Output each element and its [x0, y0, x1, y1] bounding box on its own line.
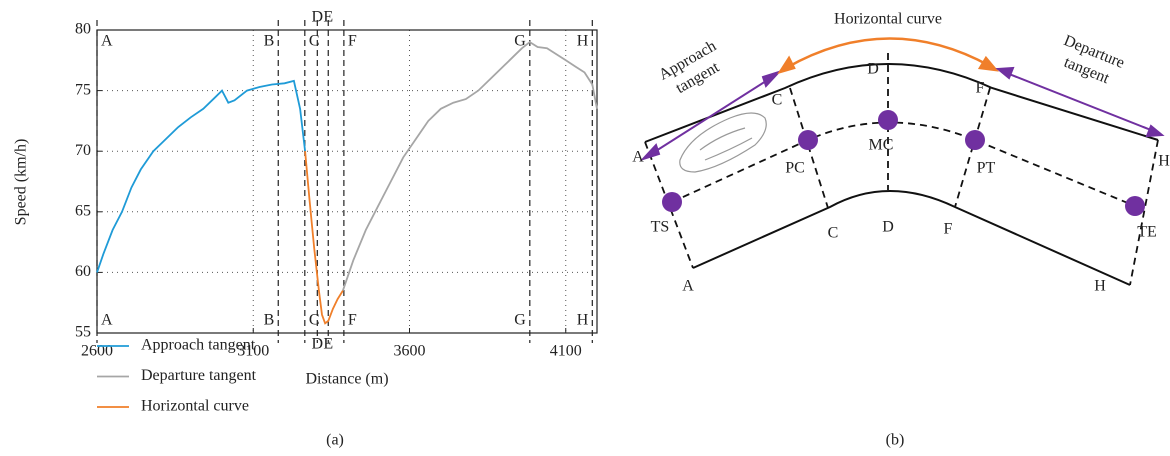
- marker-label: G: [514, 312, 526, 329]
- points: [662, 110, 1145, 216]
- marker-label: C: [309, 33, 320, 50]
- point-label: MC: [869, 137, 894, 154]
- x-tick-label: 4100: [550, 343, 582, 360]
- outer-edge: [644, 63, 1159, 143]
- inner-edge: [692, 190, 1131, 286]
- marker-label: D: [312, 9, 324, 26]
- marker-label: H: [577, 33, 589, 50]
- point: [965, 130, 985, 150]
- marker-label: E: [323, 9, 333, 26]
- departure-arrow: [995, 66, 1165, 138]
- point: [798, 130, 818, 150]
- section-letter: C: [772, 92, 783, 109]
- section-letter: D: [882, 219, 894, 236]
- y-tick-label: 55: [75, 324, 91, 341]
- diagram-title: Horizontal curve: [834, 11, 942, 28]
- series-line: [304, 151, 344, 325]
- marker-label: A: [101, 312, 113, 329]
- x-tick-label: 3100: [237, 343, 269, 360]
- section-letter: H: [1094, 278, 1106, 295]
- section-letter: A: [682, 278, 694, 295]
- marker-label: B: [264, 33, 275, 50]
- marker-label: A: [101, 33, 113, 50]
- marker-label: F: [348, 312, 357, 329]
- legend-label: Departure tangent: [141, 367, 257, 384]
- car: [679, 112, 767, 173]
- y-axis-label: Speed (km/h): [13, 139, 30, 226]
- marker-label: D: [312, 336, 324, 353]
- marker-label: B: [264, 312, 275, 329]
- center-line: [671, 121, 1136, 207]
- x-axis-label: Distance (m): [305, 371, 388, 388]
- marker-label: E: [323, 336, 333, 353]
- y-tick-label: 60: [75, 263, 91, 280]
- departure-label: Departure tangent: [1061, 32, 1127, 87]
- section-letter: D: [867, 61, 879, 78]
- point-label: TE: [1137, 224, 1157, 241]
- marker-label: H: [577, 312, 589, 329]
- section-letter: H: [1158, 153, 1170, 170]
- point: [1125, 196, 1145, 216]
- series-line: [96, 79, 306, 273]
- marker-label: F: [348, 33, 357, 50]
- curve-arrow: [777, 37, 999, 75]
- caption: (a): [326, 432, 344, 449]
- x-tick-label: 2600: [81, 343, 113, 360]
- legend-label: Horizontal curve: [141, 398, 249, 415]
- point: [662, 192, 682, 212]
- diagram: [639, 37, 1165, 286]
- marker-label: C: [309, 312, 320, 329]
- point-label: PT: [977, 160, 996, 177]
- approach-arrow: [639, 69, 783, 162]
- point: [878, 110, 898, 130]
- section-letter: C: [828, 225, 839, 242]
- section-letter: A: [632, 149, 644, 166]
- end-line: [644, 139, 1159, 286]
- y-tick-label: 70: [75, 142, 91, 159]
- marker-label: G: [514, 33, 526, 50]
- section-letter: F: [976, 80, 985, 97]
- point-label: TS: [651, 219, 670, 236]
- y-tick-label: 80: [75, 21, 91, 38]
- y-tick-label: 65: [75, 202, 91, 219]
- point-label: PC: [785, 160, 805, 177]
- section-letter: F: [944, 221, 953, 238]
- approach-label: Approach tangent: [656, 37, 723, 97]
- caption: (b): [886, 432, 905, 449]
- y-tick-label: 75: [75, 81, 91, 98]
- plot-frame: [96, 29, 598, 334]
- legend-label: Approach tangent: [141, 337, 256, 354]
- series-line: [342, 41, 598, 291]
- x-tick-label: 3600: [394, 343, 426, 360]
